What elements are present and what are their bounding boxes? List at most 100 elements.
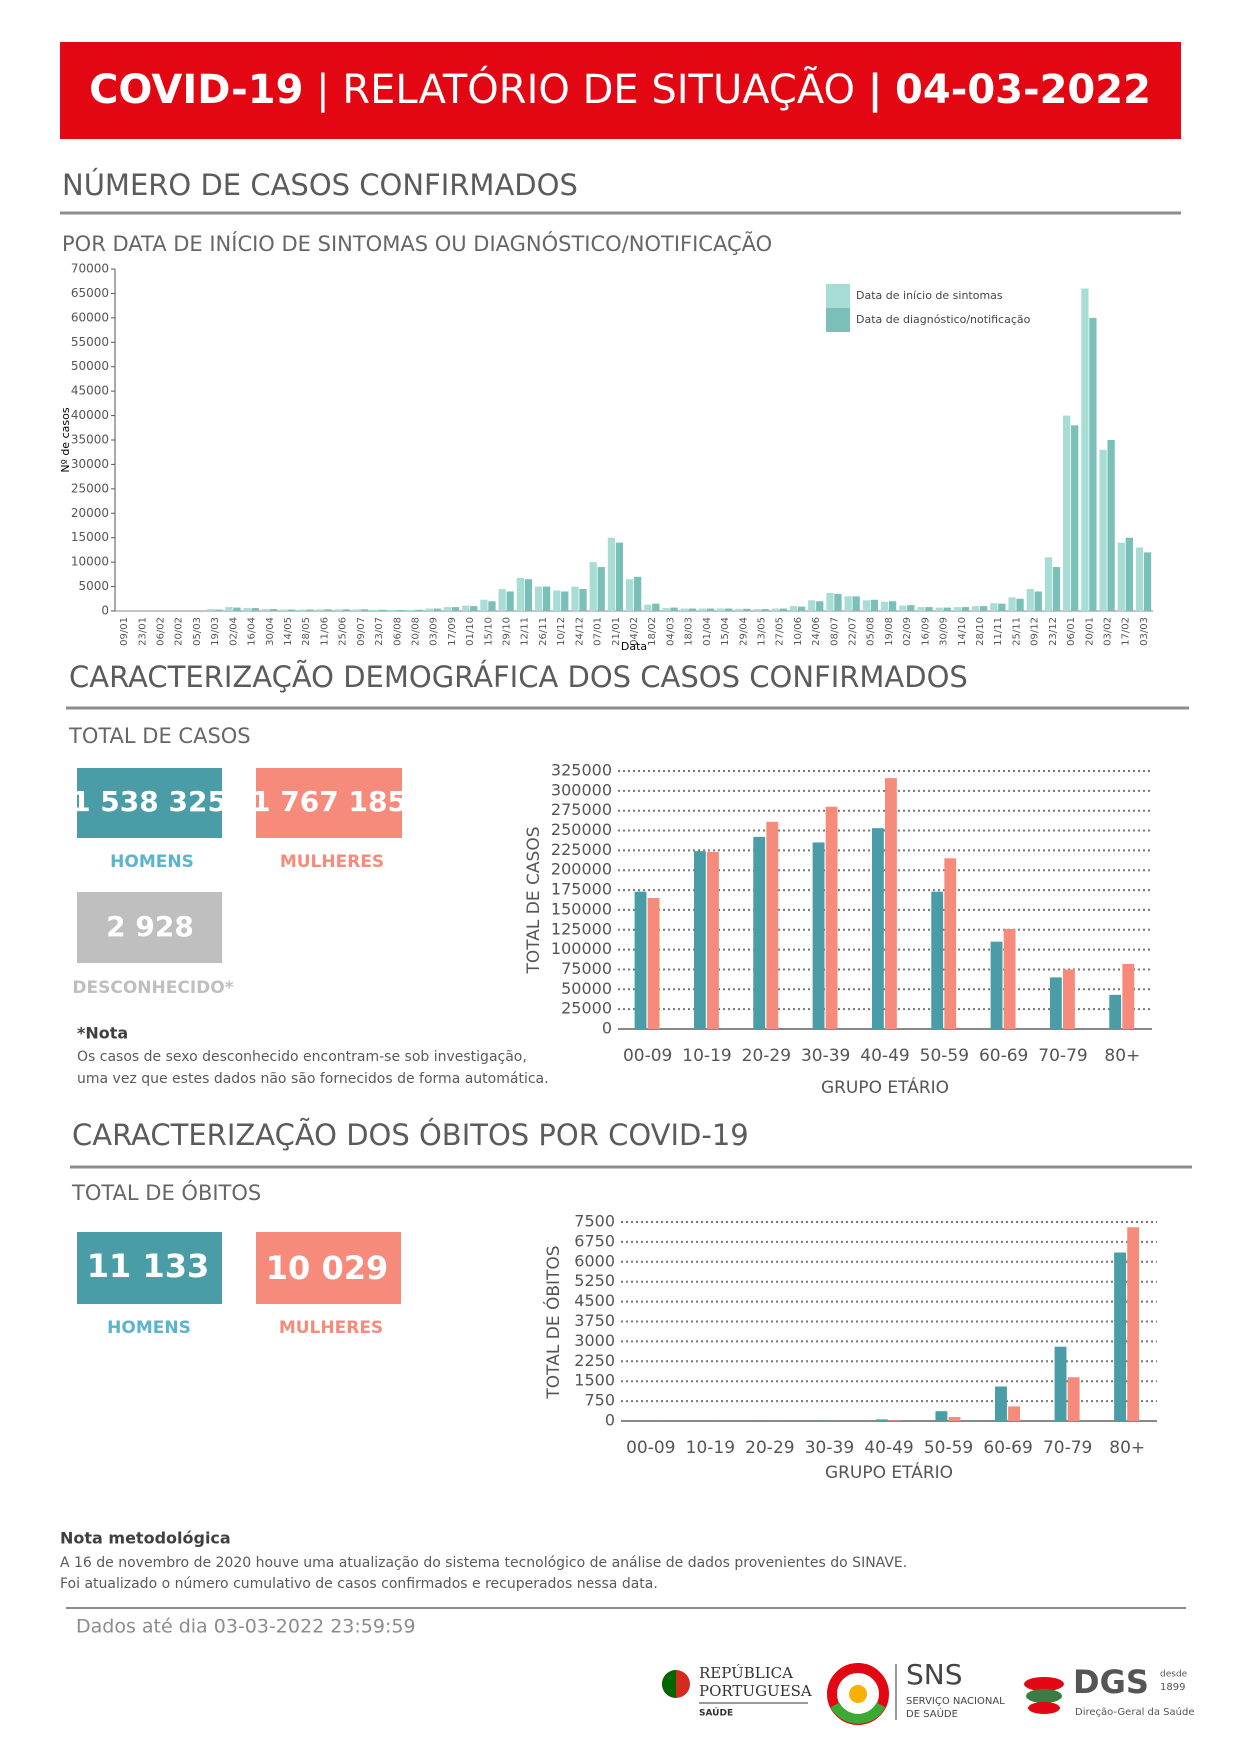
bar [812, 842, 825, 1029]
header-title: COVID-19 | RELATÓRIO DE SITUAÇÃO | 04-03… [89, 65, 1151, 114]
x-axis-label: GRUPO ETÁRIO [821, 1076, 949, 1098]
logo-text: SNS [906, 1658, 963, 1691]
bar [607, 537, 616, 611]
bar [761, 609, 769, 611]
bar [880, 601, 889, 611]
bar [352, 609, 361, 611]
bar [597, 567, 605, 611]
y-tick-label: 6000 [574, 1251, 615, 1270]
bar [693, 851, 706, 1029]
x-tick-label: 06/08 [392, 617, 403, 646]
y-tick-label: 3000 [574, 1331, 615, 1350]
logo-text: desde [1160, 1670, 1188, 1680]
bar [789, 606, 798, 611]
y-tick-label: 30000 [71, 457, 109, 471]
logo-shape [1024, 1677, 1064, 1691]
x-tick-label: 50-59 [920, 1046, 969, 1066]
bar [961, 607, 970, 611]
bar [753, 836, 766, 1029]
bar [935, 607, 943, 611]
x-tick-label: 19/08 [884, 617, 895, 646]
bar [488, 601, 496, 611]
bar [215, 609, 223, 611]
y-tick-label: 40000 [71, 408, 109, 422]
x-tick-label: 28/10 [975, 617, 986, 646]
bar [498, 589, 506, 611]
bar [707, 851, 719, 1029]
bar [808, 600, 816, 611]
x-tick-label: 24/12 [574, 617, 585, 646]
x-tick-label: 16/09 [920, 617, 931, 646]
bar [871, 828, 884, 1029]
bar [852, 596, 860, 611]
x-tick-label: 30/09 [939, 617, 950, 646]
logo-shape [830, 1702, 886, 1724]
x-tick-label: 29/04 [738, 617, 749, 646]
y-tick-label: 50000 [71, 359, 109, 373]
bar [889, 1420, 901, 1421]
bar [907, 605, 915, 611]
logo-text: DGS [1073, 1663, 1149, 1701]
y-tick-label: 0 [605, 1411, 615, 1430]
y-tick-label: 150000 [551, 899, 612, 918]
x-tick-label: 03/03 [1139, 617, 1150, 646]
y-tick-label: 55000 [71, 335, 109, 349]
section-subtitle: POR DATA DE INÍCIO DE SINTOMAS OU DIAGNÓ… [62, 230, 772, 256]
x-tick-label: 09/01 [119, 617, 130, 646]
bar [1071, 425, 1079, 611]
bar [825, 806, 838, 1029]
logo-text: SAÚDE [699, 1707, 733, 1719]
x-tick-label: 30-39 [801, 1046, 850, 1066]
bar [225, 607, 233, 611]
y-tick-label: 70000 [71, 262, 109, 276]
y-tick-label: 275000 [551, 800, 612, 819]
bar [766, 821, 779, 1029]
bar [998, 603, 1006, 611]
y-tick-label: 7500 [574, 1212, 615, 1231]
section-title: CARACTERIZAÇÃO DOS ÓBITOS POR COVID-19 [72, 1118, 749, 1152]
legend-swatch [826, 284, 850, 308]
bar [1107, 440, 1115, 611]
header-band [60, 42, 1181, 139]
y-tick-label: 25000 [561, 999, 612, 1018]
bar [888, 601, 897, 611]
x-tick-label: 30/04 [265, 617, 276, 646]
bar [1114, 1252, 1127, 1421]
bar [931, 891, 944, 1029]
logo-text: DE SAÚDE [906, 1707, 958, 1720]
y-tick-label: 0 [101, 604, 109, 618]
bar [644, 604, 652, 611]
x-tick-label: 14/10 [957, 617, 968, 646]
bar [443, 607, 452, 611]
bar [251, 608, 259, 611]
x-tick-label: 40-49 [860, 1046, 909, 1066]
x-tick-label: 60-69 [983, 1438, 1032, 1458]
bar [516, 577, 525, 611]
bar [826, 592, 834, 611]
bar [816, 601, 824, 611]
logo-text: Direção-Geral da Saúde [1075, 1706, 1195, 1718]
bar [1003, 928, 1016, 1029]
x-tick-label: 09/07 [356, 617, 367, 646]
bar [1109, 994, 1122, 1029]
x-tick-label: 18/03 [684, 617, 695, 646]
bar [647, 898, 660, 1029]
y-tick-label: 5000 [78, 579, 109, 593]
x-tick-label: 10-19 [686, 1438, 735, 1458]
x-tick-label: 40-49 [864, 1438, 913, 1458]
bar [662, 608, 670, 611]
logos: REPÚBLICA PORTUGUESA SAÚDE SNS SERVIÇO N… [662, 1658, 1195, 1725]
bar [1122, 963, 1135, 1029]
women-box [256, 768, 402, 838]
bar [269, 609, 278, 611]
totals-label: TOTAL DE CASOS [68, 724, 251, 748]
x-tick-label: 03/09 [429, 617, 440, 646]
note-line: uma vez que estes dados não são fornecid… [77, 1071, 549, 1087]
y-tick-label: 50000 [561, 979, 612, 998]
bar [925, 607, 933, 611]
x-tick-label: 20/01 [1084, 617, 1095, 646]
bar [589, 562, 597, 611]
y-tick-label: 20000 [71, 506, 109, 520]
bar [279, 609, 288, 611]
bar [652, 603, 660, 611]
